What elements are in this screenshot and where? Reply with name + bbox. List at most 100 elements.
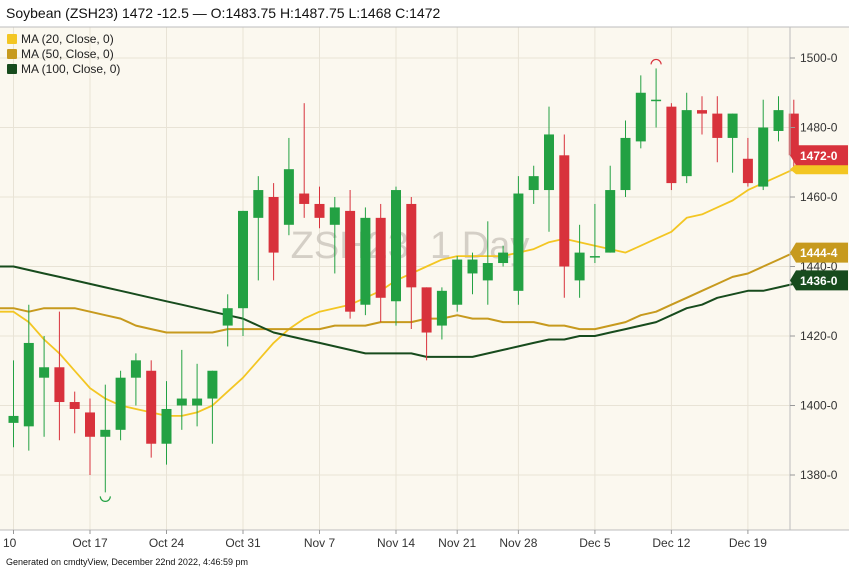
candle-body (528, 176, 539, 191)
candle (176, 349, 187, 430)
candle-body (161, 408, 172, 444)
candle (620, 120, 631, 197)
y-tick-label: 1440-0 (800, 260, 838, 274)
x-tick-label: Oct 17 (72, 536, 108, 550)
x-tick-label: Nov 7 (304, 536, 336, 550)
candle (436, 287, 447, 340)
candle-body (742, 158, 753, 184)
price-tag-label: 1444-4 (800, 246, 838, 260)
candle-body (651, 99, 662, 102)
candle (314, 186, 325, 229)
y-tick-label: 1400-0 (800, 399, 838, 413)
price-tag-label: 1472-0 (800, 149, 838, 163)
candle (544, 106, 554, 232)
candle (666, 103, 677, 191)
x-tick-label: Dec 19 (729, 536, 767, 550)
candle-body (268, 197, 279, 253)
x-tick-label: Oct 31 (225, 536, 261, 550)
candle (268, 183, 279, 281)
price-tag-label: 1436-0 (800, 274, 838, 288)
candle (39, 336, 50, 437)
candle (192, 363, 203, 427)
candle (758, 99, 769, 191)
candle (605, 165, 616, 253)
candle (69, 391, 80, 434)
price-tag-shape (790, 242, 848, 263)
candle (115, 370, 126, 441)
candle-body (23, 342, 34, 427)
candle-body (697, 110, 707, 114)
candle (559, 134, 570, 298)
x-tick-label: 10 (3, 536, 17, 550)
legend-label-ma50: MA (50, Close, 0) (21, 46, 114, 61)
candle-body (635, 92, 646, 142)
candle (574, 224, 585, 298)
candle (54, 311, 65, 441)
candle (391, 186, 401, 326)
legend-label-ma20: MA (20, Close, 0) (21, 31, 114, 46)
legend: MA (20, Close, 0) MA (50, Close, 0) MA (… (7, 31, 120, 76)
candle (467, 252, 478, 295)
price-tag: 1472-0 (790, 145, 848, 166)
x-tick-label: Nov 21 (438, 536, 476, 550)
candle (85, 398, 95, 475)
candle-body (69, 402, 80, 409)
candle-body (391, 190, 401, 302)
y-tick-label: 1480-0 (800, 121, 838, 135)
chart-title: Soybean (ZSH23) 1472 -12.5 — O:1483.75 H… (6, 5, 441, 21)
candle-body (54, 367, 65, 403)
candle (498, 245, 509, 267)
candle-body (314, 203, 325, 218)
candle-body (712, 113, 723, 138)
price-tag: 1444-4 (790, 242, 848, 263)
candle-body (299, 193, 310, 204)
legend-swatch-ma20 (7, 33, 17, 44)
candle-body (559, 155, 570, 267)
candle-body (406, 203, 417, 288)
candle-body (345, 210, 356, 312)
candle-body (436, 290, 447, 326)
candle (222, 294, 233, 347)
candle (589, 203, 600, 264)
y-axis: 1500-0 1480-0 1460-0 1440-0 1420-0 1400-0 1380… (790, 51, 838, 482)
candle-body (100, 429, 111, 437)
candle-body (176, 398, 187, 406)
y-tick-label: 1420-0 (800, 329, 838, 343)
legend-item-ma20[interactable]: MA (20, Close, 0) (7, 31, 120, 46)
candle-body (544, 134, 554, 191)
legend-swatch-ma50 (7, 48, 17, 59)
candle (773, 96, 784, 142)
candle (8, 360, 19, 448)
x-tick-label: Dec 5 (579, 536, 611, 550)
legend-item-ma100[interactable]: MA (100, Close, 0) (7, 61, 120, 76)
candle-body (207, 370, 218, 399)
candlesticks (8, 68, 799, 493)
candle (727, 113, 738, 173)
candle-body (192, 398, 203, 406)
legend-item-ma50[interactable]: MA (50, Close, 0) (7, 46, 120, 61)
ma-line-100 (0, 265, 795, 358)
candle-body (681, 110, 692, 177)
candle-body (130, 360, 141, 378)
candle-body (360, 217, 371, 305)
candle-body (375, 217, 386, 298)
candle (452, 256, 463, 312)
candle (207, 370, 218, 444)
candle (635, 75, 646, 149)
candle-body (238, 210, 248, 309)
candle-body (620, 137, 631, 191)
candle (329, 197, 340, 274)
candle (421, 287, 432, 361)
candle-body (605, 190, 616, 253)
candle-body (788, 113, 799, 156)
price-tags: 1472-0 1444-4 1436-0 (790, 145, 848, 291)
candle (742, 137, 753, 187)
x-tick-label: Oct 24 (149, 536, 185, 550)
candle-body (574, 252, 585, 281)
candle (345, 190, 356, 319)
candle-body (222, 308, 233, 326)
candle (513, 176, 524, 305)
candle-body (85, 412, 95, 437)
